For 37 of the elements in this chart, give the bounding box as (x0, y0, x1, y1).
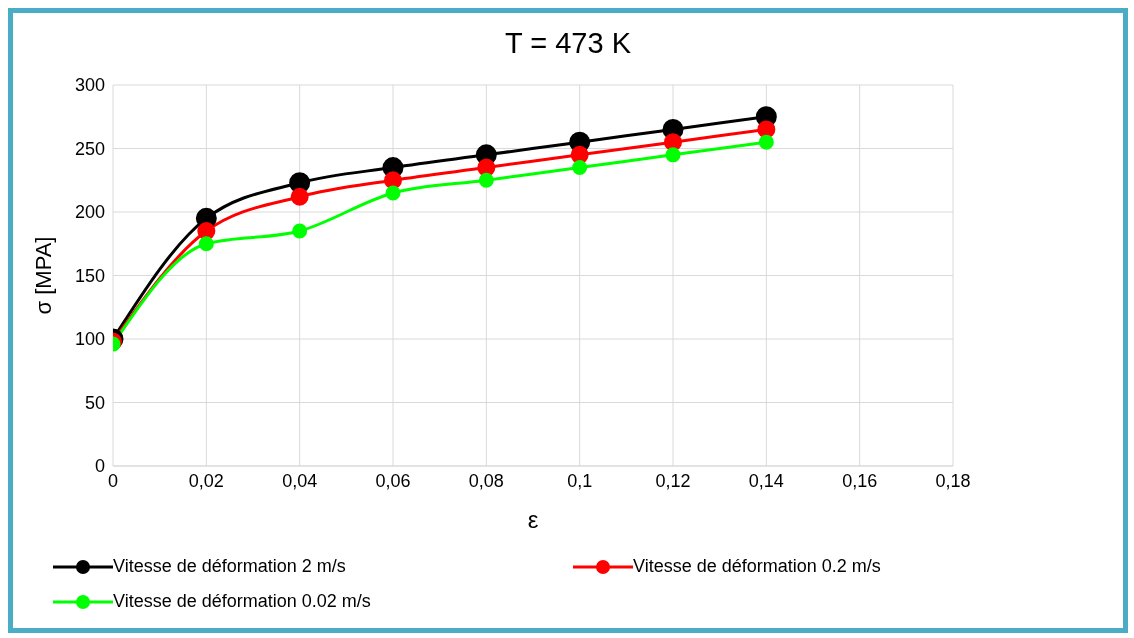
x-axis-title: ε (527, 506, 539, 533)
x-tick-label: 0,18 (935, 470, 971, 491)
chart-title: T = 473 K (504, 26, 632, 61)
point (665, 147, 681, 163)
x-tick-label: 0,08 (468, 470, 504, 491)
point (477, 158, 496, 177)
x-tick-label: 0 (107, 470, 119, 491)
point (570, 145, 589, 164)
x-tick-label: 0,06 (375, 470, 411, 491)
y-axis-title: σ [MPA] (30, 236, 56, 315)
y-tick-label: 200 (74, 202, 105, 223)
point (478, 172, 494, 188)
x-tick-label: 0,16 (842, 470, 878, 491)
legend-label: Vitesse de déformation 2 m/s (113, 556, 346, 577)
y-tick-label: 50 (84, 392, 105, 413)
point (664, 133, 682, 152)
point (384, 171, 402, 190)
legend-label: Vitesse de déformation 0.02 m/s (113, 591, 371, 612)
y-tick-label: 250 (74, 138, 105, 159)
y-tick-label: 0 (94, 456, 105, 477)
point (290, 187, 309, 206)
x-tick-label: 0,02 (188, 470, 224, 491)
y-tick-label: 300 (74, 75, 105, 96)
y-tick-label: 150 (74, 265, 105, 286)
x-tick-label: 0,04 (282, 470, 318, 491)
legend-label: Vitesse de déformation 0.2 m/s (633, 556, 881, 577)
point (292, 223, 308, 239)
point (198, 236, 214, 252)
x-tick-label: 0,12 (655, 470, 691, 491)
point (757, 120, 776, 139)
x-tick-label: 0,1 (567, 470, 593, 491)
point (572, 160, 588, 176)
point (758, 134, 774, 150)
x-tick-label: 0,14 (748, 470, 784, 491)
point (385, 185, 401, 201)
point (197, 222, 216, 241)
y-tick-label: 100 (74, 329, 105, 350)
